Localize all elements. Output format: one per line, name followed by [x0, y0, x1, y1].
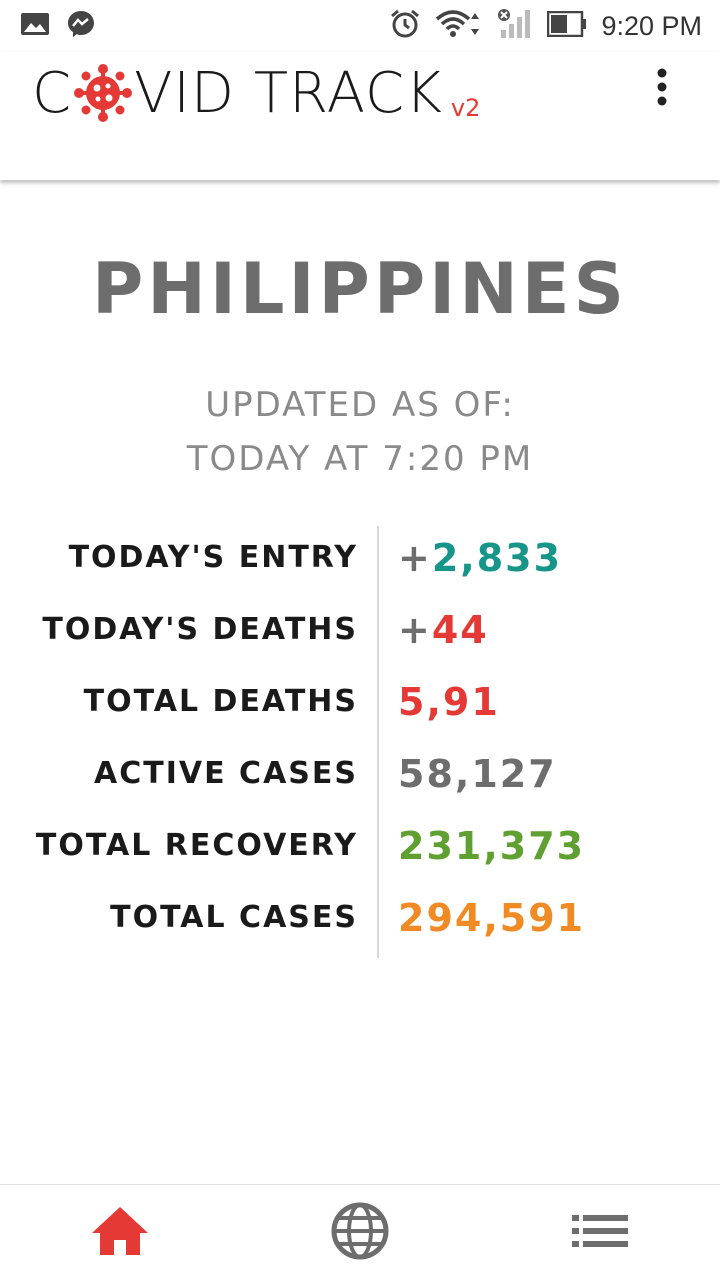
stat-value: 58,127: [398, 742, 557, 814]
updated-time: TODAY AT 7:20 PM: [186, 439, 534, 479]
stat-row-todays-entry: TODAY'S ENTRY +2,833: [0, 526, 720, 598]
country-title: PHILIPPINES: [91, 248, 629, 330]
stat-row-total-recovery: TOTAL RECOVERY 231,373: [0, 814, 720, 886]
messenger-icon: [66, 9, 96, 44]
stat-row-total-cases: TOTAL CASES 294,591: [0, 886, 720, 958]
wifi-icon: [435, 9, 483, 44]
logo-text-after: VID TRACK: [134, 61, 443, 126]
updated-info: UPDATED AS OF: TODAY AT 7:20 PM: [0, 378, 720, 486]
nav-home-button[interactable]: [60, 1185, 180, 1281]
stat-number: 231,373: [398, 824, 586, 868]
stat-number: 58,127: [398, 752, 557, 796]
nav-list-button[interactable]: [540, 1185, 660, 1281]
logo-version: v2: [450, 94, 481, 122]
stats-divider: [377, 526, 379, 958]
stat-label: TOTAL CASES: [110, 900, 358, 935]
stat-number: 44: [431, 608, 489, 652]
virus-icon: [74, 64, 133, 122]
stat-label: ACTIVE CASES: [94, 756, 358, 791]
stat-value: 294,591: [398, 886, 585, 958]
stats-table: TODAY'S ENTRY +2,833 TODAY'S DEATHS +44 …: [0, 526, 720, 958]
home-icon: [90, 1205, 150, 1261]
logo-text-before: C: [32, 61, 73, 126]
stat-prefix: +: [398, 536, 432, 580]
stat-row-todays-deaths: TODAY'S DEATHS +44: [0, 598, 720, 670]
stat-value: +2,833: [398, 526, 562, 598]
stat-row-active-cases: ACTIVE CASES 58,127: [0, 742, 720, 814]
stat-number: 2,833: [431, 536, 563, 580]
alarm-icon: [389, 8, 421, 45]
stat-number: 294,591: [398, 896, 586, 940]
stat-prefix: +: [398, 608, 432, 652]
stat-label: TOTAL RECOVERY: [35, 828, 358, 863]
stat-label: TOTAL DEATHS: [83, 684, 358, 719]
more-vert-icon[interactable]: [648, 66, 676, 110]
status-time: 9:20 PM: [601, 10, 702, 41]
list-icon: [572, 1213, 628, 1253]
stat-value: 5,91: [398, 670, 500, 742]
stat-row-total-deaths: TOTAL DEATHS 5,91: [0, 670, 720, 742]
app-bar: C VID TRACK v2: [0, 52, 720, 180]
updated-label: UPDATED AS OF:: [205, 385, 515, 425]
app-logo: C VID TRACK v2: [32, 64, 480, 124]
stat-label: TODAY'S ENTRY: [68, 540, 358, 575]
bottom-nav: [0, 1184, 720, 1281]
stat-label: TODAY'S DEATHS: [42, 612, 358, 647]
stat-number: 5,91: [398, 680, 500, 724]
battery-icon: [547, 10, 587, 42]
image-icon: [20, 12, 50, 41]
stat-value: +44: [398, 598, 489, 670]
stat-value: 231,373: [398, 814, 585, 886]
status-bar: 9:20 PM: [0, 0, 720, 52]
nav-world-button[interactable]: [300, 1185, 420, 1281]
signal-icon: [497, 8, 533, 45]
globe-icon: [330, 1201, 390, 1265]
